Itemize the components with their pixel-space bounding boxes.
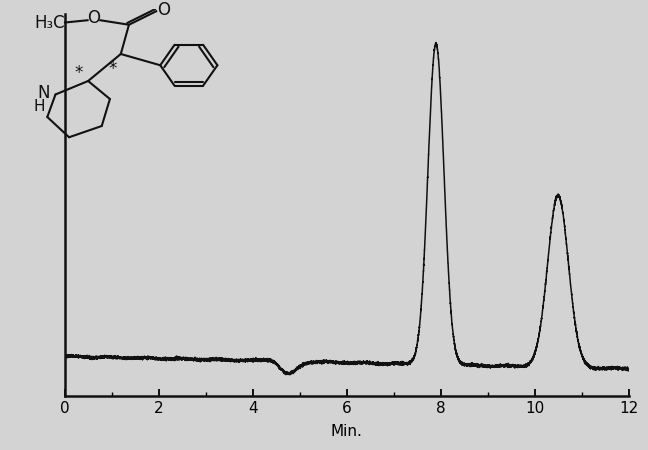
Text: H₃C: H₃C — [35, 14, 65, 32]
Text: *: * — [108, 59, 117, 77]
Text: N: N — [37, 85, 49, 103]
Text: *: * — [75, 64, 83, 82]
Text: H: H — [34, 99, 45, 114]
Text: O: O — [87, 9, 100, 27]
X-axis label: Min.: Min. — [330, 424, 363, 439]
Text: O: O — [157, 1, 170, 19]
